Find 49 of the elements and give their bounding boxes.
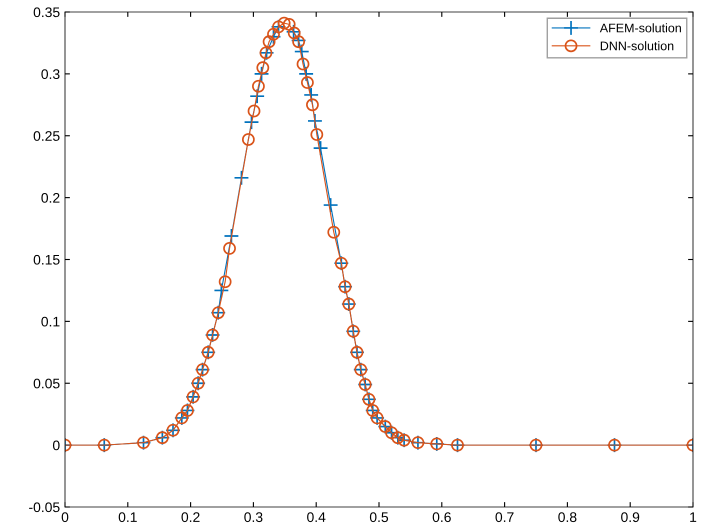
point [296, 58, 310, 70]
point [298, 66, 314, 82]
x-tick-label: 0.2 [181, 512, 200, 522]
legend-label: AFEM-solution [600, 23, 681, 32]
point [312, 140, 328, 156]
y-tick-label: 0.05 [34, 378, 60, 388]
point [294, 44, 310, 60]
point [252, 80, 265, 93]
point [303, 87, 319, 103]
point [322, 197, 338, 213]
legend-label: DNN-solution [600, 41, 674, 50]
point [278, 16, 291, 30]
x-tick-label: 0.4 [307, 512, 326, 522]
y-tick-label: -0.05 [29, 502, 60, 512]
point [223, 242, 236, 255]
x-tick-label: 0.6 [432, 512, 451, 522]
point [307, 113, 323, 129]
point [306, 98, 319, 112]
x-tick-label: 0.7 [495, 512, 514, 522]
x-tick-label: 0.5 [370, 512, 388, 522]
point [249, 88, 265, 104]
x-tick-label: 0.8 [558, 512, 576, 522]
point [254, 66, 270, 82]
point [242, 133, 255, 146]
point [310, 128, 324, 141]
point [327, 226, 340, 239]
x-tick-label: 1 [690, 512, 696, 522]
x-tick-label: 0.3 [244, 512, 262, 522]
point [224, 228, 240, 244]
point [267, 28, 280, 41]
point [262, 35, 276, 48]
y-tick-label: 0.1 [41, 316, 60, 327]
point [256, 61, 270, 74]
point [244, 114, 260, 130]
y-tick-label: 0.3 [41, 69, 60, 80]
y-tick-label: 0.2 [41, 192, 60, 203]
x-tick-label: 0.1 [118, 512, 137, 522]
y-tick-label: 0 [52, 440, 60, 450]
point [234, 170, 250, 186]
point [214, 282, 230, 298]
x-tick-label: 0 [62, 512, 68, 522]
y-tick-label: 0.25 [34, 131, 60, 141]
x-tick-label: 0.9 [621, 512, 640, 522]
point [282, 18, 296, 31]
y-tick-label: 0.15 [34, 254, 60, 265]
point [218, 275, 232, 288]
point [248, 104, 260, 118]
point [301, 76, 314, 89]
y-tick-label: 0.35 [34, 7, 60, 18]
